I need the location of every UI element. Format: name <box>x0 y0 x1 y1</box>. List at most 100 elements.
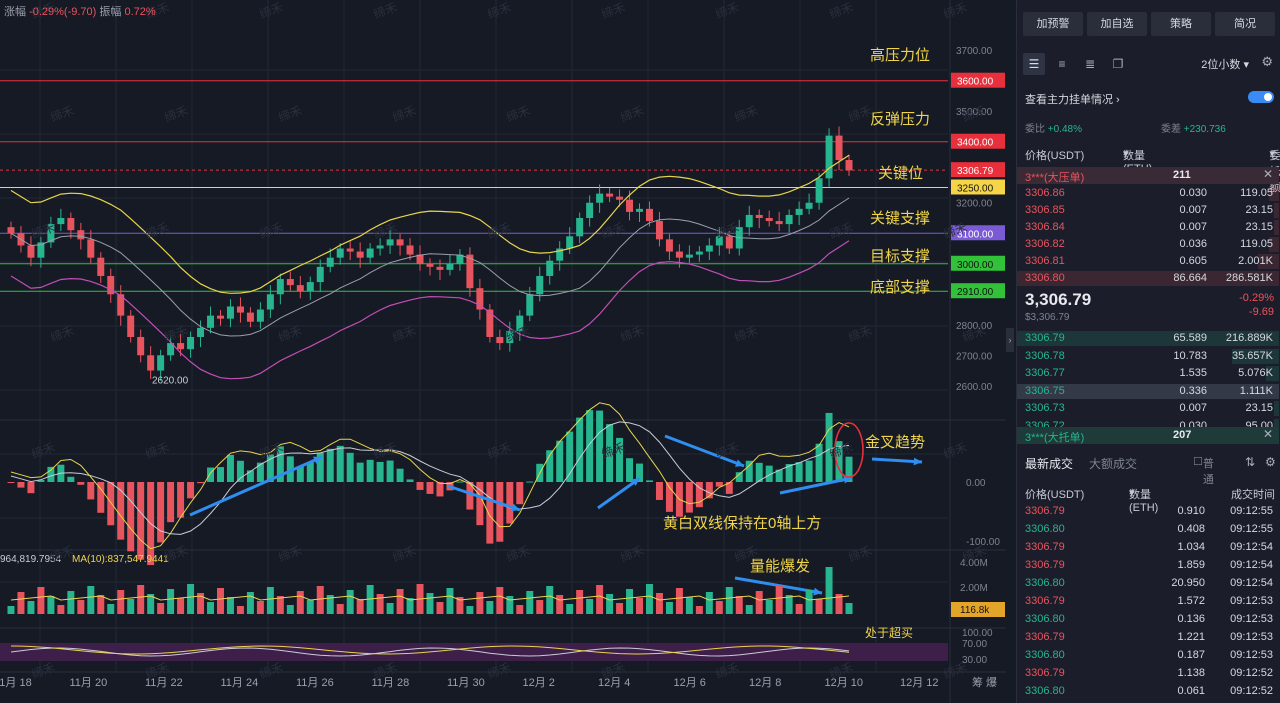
candle-body <box>566 236 574 249</box>
depth-bar <box>1274 401 1279 416</box>
candle-body <box>596 193 604 203</box>
trade-row[interactable]: 3306.80 0.061 09:12:52 <box>1017 683 1279 701</box>
price-label-text: 2910.00 <box>957 287 994 298</box>
trade-row[interactable]: 3306.79 1.138 09:12:52 <box>1017 665 1279 683</box>
ask-row[interactable]: 3306.82 0.036 119.05 <box>1017 236 1279 253</box>
trade-row[interactable]: 3306.79 1.034 09:12:54 <box>1017 539 1279 557</box>
view-both-icon[interactable]: ☰ <box>1023 53 1045 75</box>
rsi-line <box>10 647 850 657</box>
add-watchlist-button[interactable]: 加自选 <box>1087 12 1147 36</box>
macd-bar <box>386 460 394 482</box>
close-icon[interactable]: ✕ <box>1262 427 1273 441</box>
macd-bar <box>795 462 803 482</box>
candle-body <box>526 294 534 316</box>
macd-bar <box>97 482 105 513</box>
trade-row[interactable]: 3306.79 1.221 09:12:53 <box>1017 629 1279 647</box>
bid-qty: 10.783 <box>1173 349 1207 362</box>
macd-bar <box>77 482 85 485</box>
normal-checkbox[interactable]: ☐ 普通 <box>1193 456 1214 486</box>
volume-bar <box>566 604 574 614</box>
volume-bar <box>436 602 444 614</box>
bid-row[interactable]: 3306.75 0.336 1.111K <box>1017 383 1279 400</box>
ask-amount: 2.001K <box>1238 255 1273 267</box>
volume-bar <box>77 600 85 614</box>
tab-latest-trades[interactable]: 最新成交 <box>1025 457 1074 471</box>
chart-panel[interactable]: 3700.00 3500.00 3200.00 2800.00 2700.00 2600.… <box>0 0 1014 703</box>
macd-dea-line <box>10 421 850 535</box>
trade-row[interactable]: 3306.80 20.950 09:12:54 <box>1017 575 1279 593</box>
bid-price: 3306.73 <box>1025 402 1065 414</box>
x-axis-label: 11月 26 <box>296 677 334 689</box>
ask-row[interactable]: 3306.84 0.007 23.15 <box>1017 219 1279 236</box>
trade-col-qty-sort[interactable]: 数量(ETH) ▾ <box>1129 487 1159 514</box>
annotation-key-level: 关键位 <box>878 165 924 182</box>
depth-bar <box>1232 348 1279 364</box>
overview-button[interactable]: 简况 <box>1215 12 1275 36</box>
bid-row[interactable]: 3306.78 10.783 35.657K <box>1017 348 1279 365</box>
bid-row[interactable]: 3306.77 1.535 5.076K <box>1017 365 1279 382</box>
macd-bar <box>705 482 713 499</box>
candlestick-chart[interactable]: 3700.00 3500.00 3200.00 2800.00 2700.00 2600.… <box>0 0 1012 703</box>
candle-body <box>416 254 424 264</box>
ask-row[interactable]: 3306.80 86.664 286.581K <box>1017 270 1279 287</box>
ask-row[interactable]: 3306.85 0.007 23.15 <box>1017 202 1279 219</box>
volume-bar <box>37 587 45 614</box>
add-alert-button[interactable]: 加预警 <box>1023 12 1083 36</box>
volume-bar <box>576 590 584 614</box>
change-label: 涨幅 <box>4 6 26 18</box>
col-amount-sort[interactable]: 委托额 ▾ <box>1269 148 1280 194</box>
filter-icon[interactable]: ⇅ <box>1245 455 1256 469</box>
watermark: 缔禾 <box>846 542 874 564</box>
volume-bar <box>675 588 683 614</box>
ask-amount: 119.05 <box>1240 238 1273 250</box>
macd-bar <box>396 468 404 482</box>
candle-body <box>755 214 763 218</box>
view-bids-icon[interactable]: ≡ <box>1058 57 1066 71</box>
close-icon[interactable]: ✕ <box>1262 167 1273 181</box>
view-asks-icon[interactable]: ≣ <box>1084 57 1096 71</box>
strategy-button[interactable]: 策略 <box>1151 12 1211 36</box>
macd-bar <box>755 462 763 482</box>
annotation-arrowhead <box>735 459 744 467</box>
trade-row[interactable]: 3306.80 0.408 09:12:55 <box>1017 521 1279 539</box>
annotation-arrow <box>189 455 323 517</box>
tab-large-trades[interactable]: 大额成交 <box>1089 457 1138 471</box>
depth-bar <box>1017 383 1279 399</box>
main-orders-toggle[interactable] <box>1248 91 1274 103</box>
trade-row[interactable]: 3306.79 0.910 09:12:55 <box>1017 503 1279 521</box>
ask-qty: 0.007 <box>1179 221 1207 233</box>
volume-bar <box>167 589 175 614</box>
main-orders-link[interactable]: 查看主力挂单情况 › <box>1025 94 1120 106</box>
trade-row[interactable]: 3306.79 1.572 09:12:53 <box>1017 593 1279 611</box>
trade-row[interactable]: 3306.80 0.187 09:12:53 <box>1017 647 1279 665</box>
trade-row[interactable]: 3306.80 0.136 09:12:53 <box>1017 611 1279 629</box>
trade-row[interactable]: 3306.79 1.859 09:12:54 <box>1017 557 1279 575</box>
candle-body <box>376 245 384 249</box>
col-qty-sort[interactable]: 数量 (ETH) ▾ <box>1123 147 1152 175</box>
big-ask-bar[interactable]: 3***(大压单) 211 ✕ <box>1017 167 1279 184</box>
price-axis-tick: 3200.00 <box>956 199 993 210</box>
bid-row[interactable]: 3306.73 0.007 23.15 <box>1017 400 1279 417</box>
volume-bar <box>785 595 793 614</box>
panel-collapse-handle[interactable]: › <box>1006 328 1014 352</box>
popout-icon[interactable]: ❐ <box>1112 57 1124 71</box>
big-bid-bar[interactable]: 3***(大托单) 207 ✕ <box>1017 427 1279 444</box>
ask-row[interactable]: 3306.86 0.030 119.05 <box>1017 185 1279 202</box>
decimals-select[interactable]: 2位小数 ▾ <box>1201 59 1249 71</box>
ask-row[interactable]: 3306.81 0.605 2.001K <box>1017 253 1279 270</box>
macd-bar <box>815 443 823 482</box>
ask-price: 3306.81 <box>1025 255 1065 267</box>
macd-bar <box>725 482 733 494</box>
normal-checkbox-label: 普通 <box>1202 458 1214 486</box>
x-axis-label: 11月 24 <box>221 677 259 689</box>
candle-body <box>27 245 35 258</box>
candle-body <box>536 275 544 295</box>
macd-bar <box>67 476 75 482</box>
gear-icon[interactable]: ⚙ <box>1261 54 1273 69</box>
gear-icon[interactable]: ⚙ <box>1265 455 1276 469</box>
candle-body <box>456 254 464 264</box>
candle-body <box>107 275 115 295</box>
watermark: 缔禾 <box>827 219 855 241</box>
price-label-text: 3306.79 <box>957 166 994 177</box>
bid-row[interactable]: 3306.79 65.589 216.889K <box>1017 330 1279 347</box>
